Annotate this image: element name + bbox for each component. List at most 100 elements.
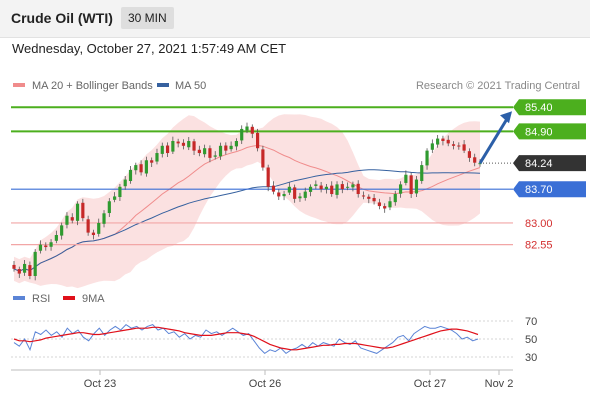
candle-body: [218, 145, 223, 157]
candle-body: [277, 192, 281, 197]
candle-body: [155, 153, 159, 162]
candle-body: [451, 144, 456, 146]
timestamp: Wednesday, October 27, 2021 1:57:49 AM C…: [12, 41, 287, 56]
candle-body: [404, 174, 408, 183]
candle-body: [256, 132, 260, 149]
candle-body: [346, 186, 350, 188]
level-label-83.00: 83.00: [525, 218, 553, 230]
candle-body: [303, 191, 307, 198]
candle-body: [393, 194, 397, 203]
candle-body: [462, 144, 466, 151]
candle-body: [425, 150, 429, 166]
candle-body: [335, 184, 339, 195]
candle-body: [38, 244, 43, 251]
candle-body: [377, 202, 381, 207]
header-bar: Crude Oil (WTI) 30 MIN: [0, 0, 590, 38]
candle-body: [441, 138, 445, 141]
candle-body: [192, 141, 196, 151]
candle-body: [261, 149, 265, 168]
candle-body: [372, 197, 376, 202]
candle-body: [266, 167, 270, 187]
candle-body: [414, 179, 419, 194]
candle-body: [457, 145, 461, 147]
candle-body: [287, 186, 291, 193]
candle-body: [319, 185, 323, 190]
candle-body: [107, 201, 111, 214]
rsi-tick-label-30: 30: [525, 352, 537, 364]
candle-body: [250, 126, 254, 134]
level-label-82.55: 82.55: [525, 240, 553, 252]
candle-body: [293, 187, 297, 199]
candle-body: [224, 145, 228, 151]
level-label-83.70: 83.70: [525, 184, 553, 196]
candle-body: [340, 184, 344, 190]
x-tick-label-Oct-27: Oct 27: [414, 378, 446, 390]
candle-body: [118, 186, 122, 198]
candle-body: [165, 145, 170, 154]
candle-body: [134, 165, 138, 171]
legend-swatch-rsi: [13, 296, 25, 300]
candle-body: [298, 196, 302, 199]
rsi-series-9ma: [13, 326, 479, 351]
candle-body: [234, 140, 238, 147]
candle-body: [171, 140, 175, 152]
candle-body: [361, 195, 366, 197]
x-tick-label-Nov-2: Nov 2: [485, 378, 514, 390]
candle-body: [197, 149, 201, 154]
candle-body: [33, 251, 37, 276]
legend-label-9ma: 9MA: [82, 293, 105, 305]
candle-body: [150, 160, 154, 163]
level-label-84.24: 84.24: [525, 158, 553, 170]
level-tag-84.24: [513, 155, 586, 172]
candlesticks: [12, 122, 482, 281]
timeframe-badge[interactable]: 30 MIN: [121, 7, 174, 29]
candle-body: [314, 184, 318, 186]
credit-text: Research © 2021 Trading Central: [416, 80, 580, 92]
x-tick-label-Oct-23: Oct 23: [84, 378, 116, 390]
candle-body: [420, 165, 424, 182]
candle-body: [17, 269, 21, 274]
legend-label-rsi: RSI: [32, 293, 50, 305]
candle-body: [430, 143, 434, 150]
candle-body: [113, 196, 117, 200]
rsi-tick-label-50: 50: [525, 334, 537, 346]
candle-body: [123, 179, 127, 187]
legend-swatch-ma50: [157, 83, 169, 87]
candle-body: [473, 157, 477, 163]
candle-body: [383, 206, 387, 209]
candle-body: [160, 145, 164, 154]
candle-body: [91, 232, 96, 236]
level-tag-84.90: [513, 123, 586, 140]
candle-body: [176, 141, 180, 144]
level-tag-85.40: [513, 99, 586, 116]
candle-body: [49, 242, 53, 247]
time-axis-ticks: Oct 23 Oct 26 Oct 27 Nov 2: [84, 370, 514, 390]
candle-body: [81, 202, 85, 219]
candle-body: [208, 148, 212, 158]
candle-body: [240, 128, 244, 141]
candle-body: [308, 186, 313, 192]
rsi-tick-label-70: 70: [525, 316, 537, 328]
candle-body: [478, 163, 482, 165]
candle-body: [86, 219, 90, 233]
instrument-title: Crude Oil (WTI): [11, 10, 113, 26]
forecast-arrow-shaft: [478, 116, 510, 164]
x-tick-label-Oct-26: Oct 26: [249, 378, 281, 390]
candle-body: [102, 213, 106, 224]
candle-body: [75, 203, 80, 221]
price-levels: 85.40 84.90 84.24 83.70 83.00 82.55: [11, 99, 586, 252]
candle-body: [23, 263, 27, 273]
legend-swatch-9ma: [63, 296, 75, 300]
candle-body: [398, 184, 403, 194]
candle-body: [213, 155, 217, 157]
level-tag-83.70: [513, 181, 586, 198]
candle-body: [351, 184, 355, 188]
candle-body: [367, 196, 371, 199]
candle-body: [388, 201, 392, 208]
bollinger-band-area: [14, 114, 480, 289]
candle-body: [330, 185, 334, 195]
legend-swatch-ma20: [13, 83, 25, 87]
forecast-arrow: [478, 111, 512, 164]
